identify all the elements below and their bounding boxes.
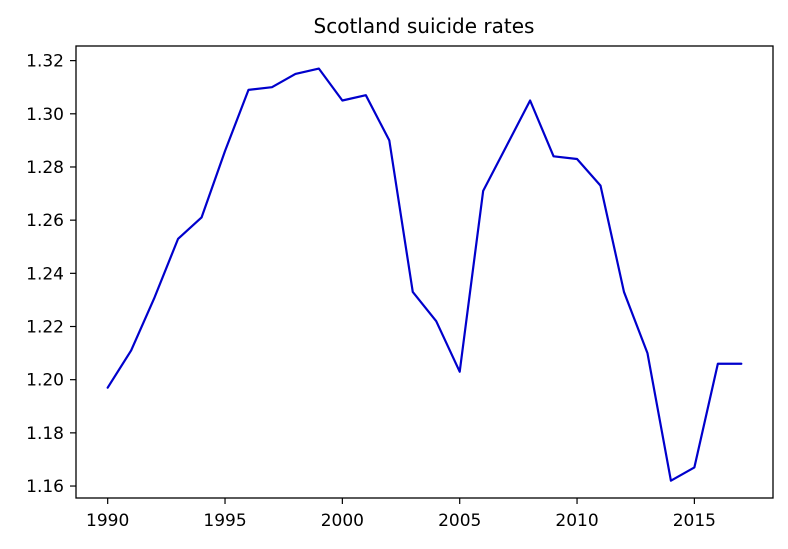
y-tick-label: 1.26 [26,211,64,231]
series-layer [106,67,743,482]
series-line [106,67,743,482]
x-tick-label: 1995 [203,511,246,531]
chart-title: Scotland suicide rates [314,14,535,38]
x-tick-label: 2010 [555,511,598,531]
x-tick-label: 2005 [438,511,481,531]
x-tick-label: 2015 [673,511,716,531]
y-tick-label: 1.18 [26,424,64,444]
y-tick-label: 1.24 [26,264,64,284]
y-tick-label: 1.32 [26,52,64,72]
y-tick-label: 1.16 [26,477,64,497]
x-tick-label: 2000 [321,511,364,531]
x-axis: 1990 1995 2000 2005 2010 2015 [86,498,716,531]
y-tick-label: 1.30 [26,105,64,125]
y-tick-label: 1.20 [26,371,64,391]
y-axis: 1.16 1.18 1.20 1.22 1.24 1.26 1.28 1.30 1.32 [26,52,76,497]
y-tick-label: 1.22 [26,318,64,338]
x-tick-label: 1990 [86,511,129,531]
plot-frame [75,45,774,499]
y-tick-label: 1.28 [26,158,64,178]
